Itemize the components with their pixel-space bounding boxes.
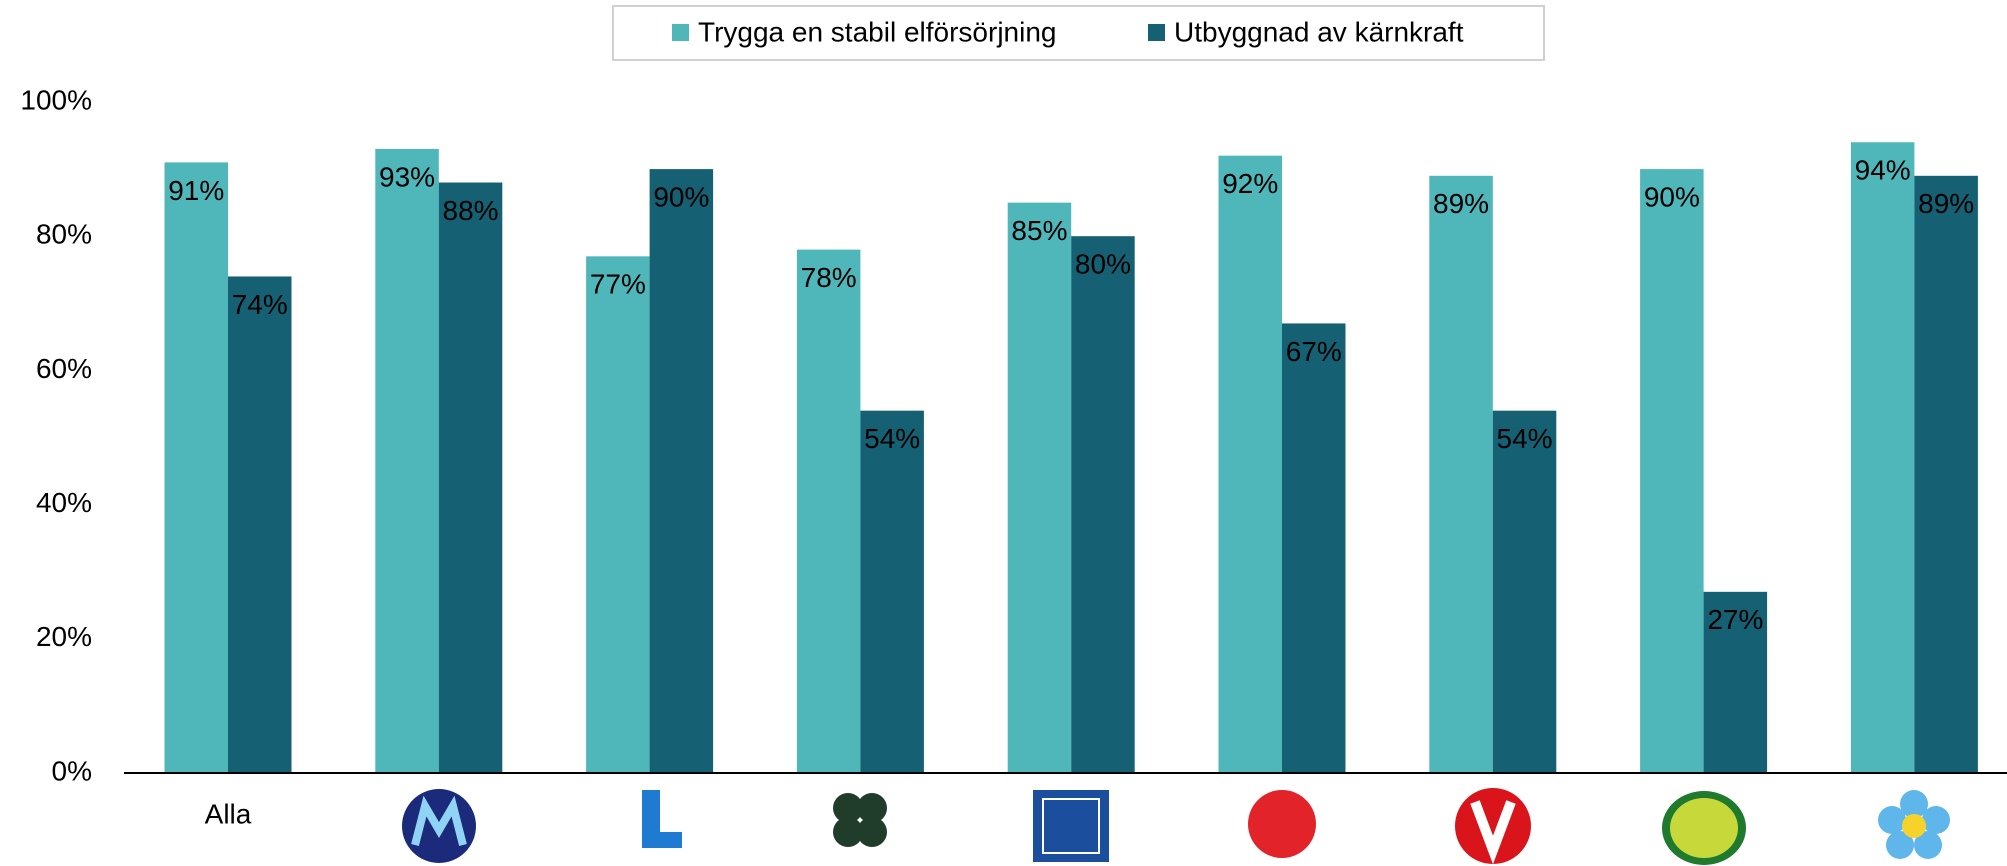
- value-label: 93%: [379, 161, 435, 192]
- bar: [438, 182, 503, 773]
- y-tick-label: 40%: [36, 487, 92, 518]
- value-label: 91%: [168, 175, 224, 206]
- bar: [1282, 323, 1346, 773]
- bar: [1071, 236, 1135, 773]
- logo-kd-frame: [1042, 798, 1100, 854]
- logo-sd: [1878, 790, 1950, 859]
- bar: [1218, 155, 1282, 773]
- value-label: 77%: [590, 269, 646, 300]
- value-label: 90%: [653, 181, 709, 212]
- value-label: 89%: [1433, 188, 1489, 219]
- value-label: 90%: [1644, 181, 1700, 212]
- bar: [1703, 591, 1768, 773]
- bar: [1850, 142, 1915, 773]
- x-tick-label: Alla: [205, 798, 252, 829]
- value-label: 54%: [864, 423, 920, 454]
- y-tick-label: 20%: [36, 621, 92, 652]
- bar: [228, 276, 292, 773]
- logo-v-mark: [1470, 800, 1516, 865]
- party-logos: [402, 788, 1950, 865]
- bar: [375, 148, 439, 774]
- bar: [1429, 175, 1493, 773]
- bar: [1007, 202, 1072, 773]
- value-label: 94%: [1855, 155, 1911, 186]
- logo-mp-inner: [1670, 798, 1738, 858]
- value-label: 67%: [1286, 336, 1342, 367]
- value-label: 88%: [443, 195, 499, 226]
- y-tick-label: 60%: [36, 353, 92, 384]
- bar: [1492, 410, 1557, 773]
- value-label: 85%: [1011, 215, 1067, 246]
- bar: [164, 162, 228, 773]
- legend-swatch: [1148, 24, 1165, 41]
- logo-l: [642, 790, 682, 848]
- value-label: 27%: [1707, 604, 1763, 635]
- value-label: 74%: [232, 289, 288, 320]
- bar: [860, 410, 924, 773]
- legend-swatch: [672, 24, 689, 41]
- y-tick-label: 0%: [52, 755, 92, 786]
- value-label: 92%: [1222, 168, 1278, 199]
- legend-label: Trygga en stabil elförsörjning: [698, 16, 1056, 47]
- logo-s: [1248, 790, 1316, 858]
- bar: [586, 256, 650, 774]
- bar: [1640, 169, 1704, 774]
- logo-m-mark: [411, 795, 467, 846]
- value-label: 89%: [1918, 188, 1974, 219]
- legend-box: [612, 5, 1545, 61]
- logo-kd: [1033, 790, 1109, 862]
- legend-label: Utbyggnad av kärnkraft: [1174, 16, 1464, 47]
- bar: [796, 249, 861, 773]
- y-tick-label: 80%: [36, 219, 92, 250]
- logo-c: [833, 793, 887, 847]
- bar: [1914, 175, 1978, 773]
- value-label: 54%: [1497, 423, 1553, 454]
- value-label: 78%: [801, 262, 857, 293]
- bar: [649, 169, 714, 774]
- value-label: 80%: [1075, 249, 1131, 280]
- y-tick-label: 100%: [20, 84, 92, 115]
